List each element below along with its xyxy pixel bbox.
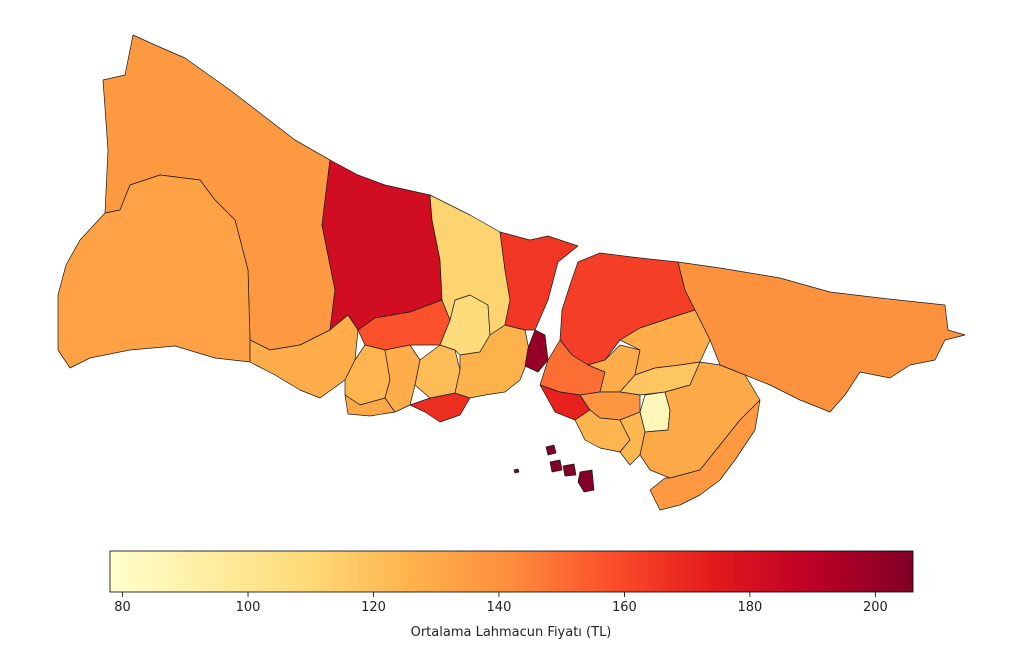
district-silivri [57, 174, 251, 369]
colorbar-ticks: 80 100 120 140 160 180 200 [114, 592, 888, 615]
colorbar-tick-label: 120 [361, 600, 386, 615]
district-kucukcekmece [384, 344, 421, 413]
colorbar-tick-label: 100 [236, 600, 261, 615]
colorbar-tick-label: 160 [612, 600, 637, 615]
colorbar-bar [109, 550, 914, 593]
colorbar-tick-label: 180 [737, 600, 762, 615]
istanbul-map [57, 34, 966, 511]
district-tuzla [649, 399, 761, 511]
colorbar-tick-label: 200 [863, 600, 888, 615]
district-bakirkoy [409, 392, 471, 423]
district-fatih [454, 324, 531, 399]
district-sariyer [499, 231, 579, 331]
colorbar: 80 100 120 140 160 180 200 Ortalama Lahmacun F… [109, 550, 914, 640]
district-bagcilar [414, 344, 461, 399]
colorbar-tick-label: 80 [114, 600, 131, 615]
district-besiktas [524, 329, 549, 373]
district-adalar [513, 444, 595, 493]
district-sile [677, 261, 966, 413]
district-kartal [619, 411, 646, 466]
district-sultanbeyli [639, 391, 671, 433]
colorbar-tick-label: 140 [487, 600, 512, 615]
colorbar-label: Ortalama Lahmacun Fiyatı (TL) [411, 625, 612, 640]
